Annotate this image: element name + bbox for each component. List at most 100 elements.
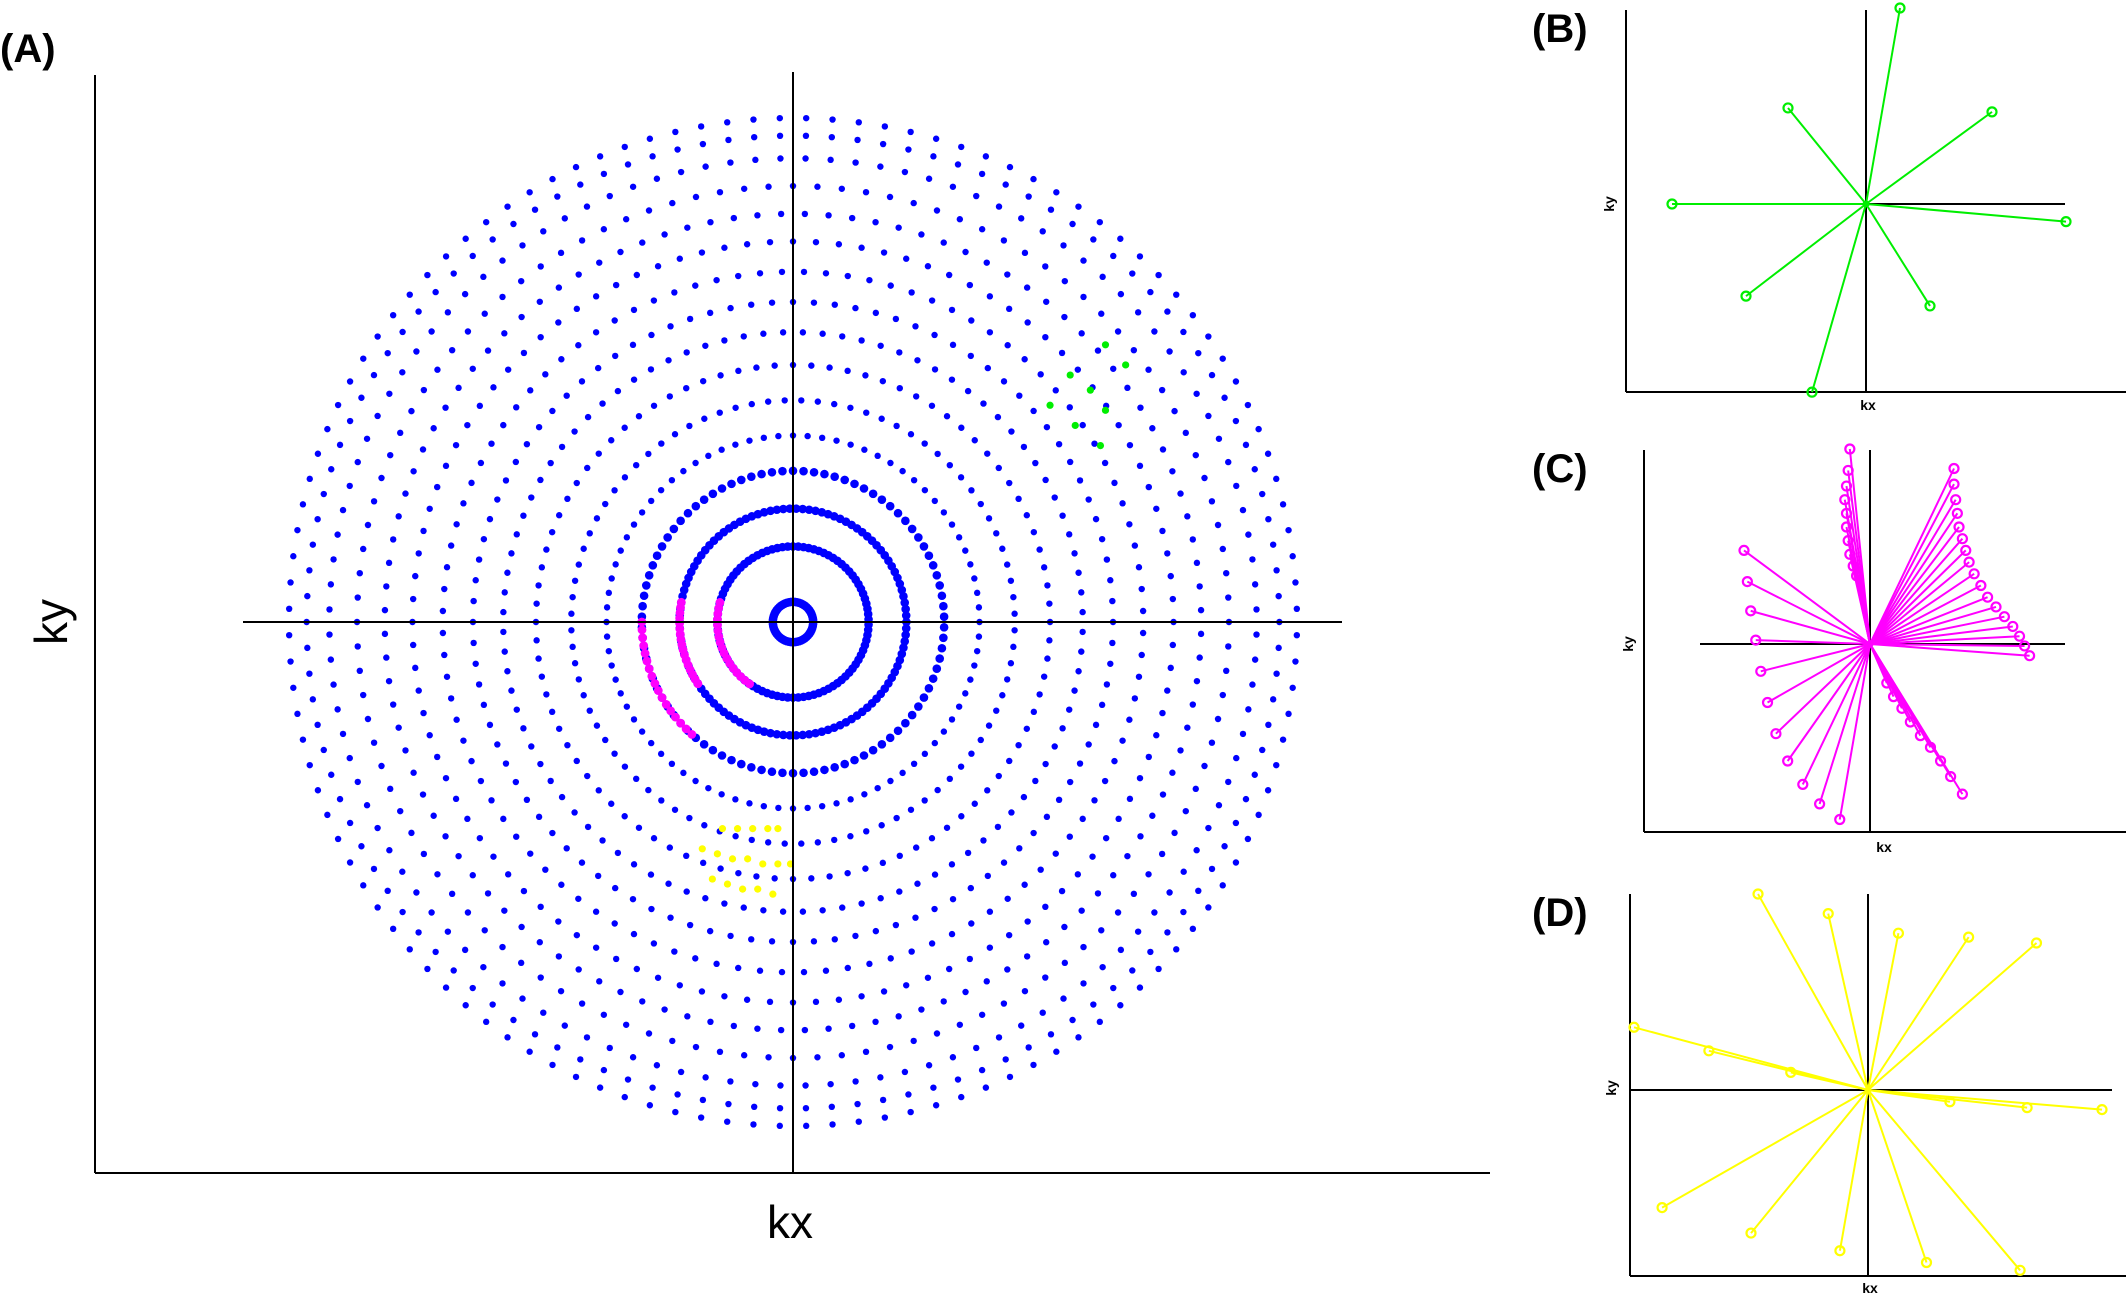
ring-point [928, 835, 936, 842]
ring-point [1205, 824, 1212, 832]
ring-point [676, 516, 685, 526]
ring-point [814, 183, 821, 190]
panel-c-ray [1869, 483, 1955, 645]
ring-point [1111, 757, 1118, 765]
ring-point [1109, 597, 1116, 605]
ring-point [650, 940, 658, 947]
ring-point [878, 822, 885, 829]
ring-point [692, 1043, 700, 1051]
ring-point [285, 631, 293, 639]
ring-point [363, 802, 371, 809]
ring-point [614, 387, 622, 395]
ring-point [1021, 987, 1029, 995]
ring-point [1099, 963, 1106, 971]
panel-b-rays [1666, 2, 2072, 398]
highlight-point [745, 679, 755, 689]
ring-point [684, 224, 691, 231]
ring-point [1055, 796, 1063, 804]
ring-point [1047, 206, 1055, 213]
highlight-point [1101, 406, 1110, 414]
ring-point [501, 907, 508, 914]
ring-point [1131, 695, 1139, 702]
ring-point [450, 967, 457, 974]
ring-point [513, 706, 520, 713]
ring-point [933, 207, 941, 214]
ring-point [912, 323, 919, 330]
ring-point [896, 384, 903, 392]
ring-point [899, 467, 906, 475]
ring-point [442, 404, 449, 411]
ring-point [886, 1043, 894, 1051]
ring-point [387, 785, 394, 793]
ring-point [701, 822, 708, 829]
ring-point [686, 814, 693, 822]
panel-c-endpoint [1951, 507, 1963, 519]
highlight-point [744, 855, 752, 863]
ring-point [1044, 582, 1051, 589]
panel-c-endpoint [1840, 507, 1853, 519]
ring-point [948, 376, 956, 383]
ring-point [639, 239, 646, 246]
ring-point [999, 545, 1006, 552]
panel-b-ray [1865, 7, 1901, 205]
ring-point [408, 829, 415, 837]
ring-point [1023, 512, 1031, 519]
ring-point [1292, 658, 1299, 665]
ring-point [306, 567, 313, 574]
ring-point [543, 546, 550, 553]
ring-point [732, 796, 739, 803]
highlight-point [764, 825, 772, 833]
ring-point [1011, 610, 1018, 617]
ring-point [1129, 270, 1136, 277]
panel-b-ray [1865, 203, 2067, 223]
ring-point [778, 268, 786, 276]
ring-point [956, 216, 964, 223]
ring-point [374, 412, 381, 420]
panel-c-endpoint [1745, 605, 1757, 617]
ring-point [732, 833, 739, 840]
ring-point [564, 741, 571, 749]
ring-point [778, 466, 787, 476]
panel-d-endpoint [1944, 1096, 1956, 1108]
ring-point [406, 291, 413, 298]
ring-point [555, 725, 563, 732]
ring-point [798, 397, 805, 404]
ring-point [502, 760, 510, 767]
ring-point [635, 824, 643, 831]
ring-point [934, 450, 941, 458]
panel-c-ray [1786, 643, 1871, 762]
ring-point [461, 946, 469, 954]
ring-point [572, 1073, 580, 1081]
ring-point [434, 483, 441, 491]
ring-point [1021, 356, 1028, 363]
ring-point [635, 413, 643, 420]
ring-point [549, 407, 556, 415]
ring-point [1059, 512, 1066, 519]
ring-point [617, 248, 624, 256]
ring-point [1180, 328, 1187, 336]
ring-point [644, 570, 654, 580]
ring-point [575, 342, 582, 349]
panel-c-ray [1750, 609, 1871, 645]
ring-point [980, 400, 987, 407]
ring-point [1004, 676, 1011, 683]
ring-point [558, 793, 566, 801]
ring-point [1251, 581, 1259, 588]
ring-point [1030, 407, 1037, 415]
ring-point [924, 263, 932, 270]
ring-point [547, 459, 554, 467]
ring-point [1223, 667, 1230, 675]
ring-point [671, 431, 679, 438]
ring-point [1279, 736, 1287, 743]
ring-point [500, 628, 507, 636]
ring-point [476, 402, 484, 410]
ring-point [512, 778, 520, 786]
ring-point [984, 364, 992, 372]
ring-point [776, 1122, 784, 1130]
highlight-point [644, 664, 654, 674]
ring-point [905, 1091, 912, 1098]
ring-point [399, 908, 406, 916]
ring-point [933, 1030, 941, 1037]
ring-point [346, 417, 354, 425]
ring-point [1244, 401, 1252, 409]
